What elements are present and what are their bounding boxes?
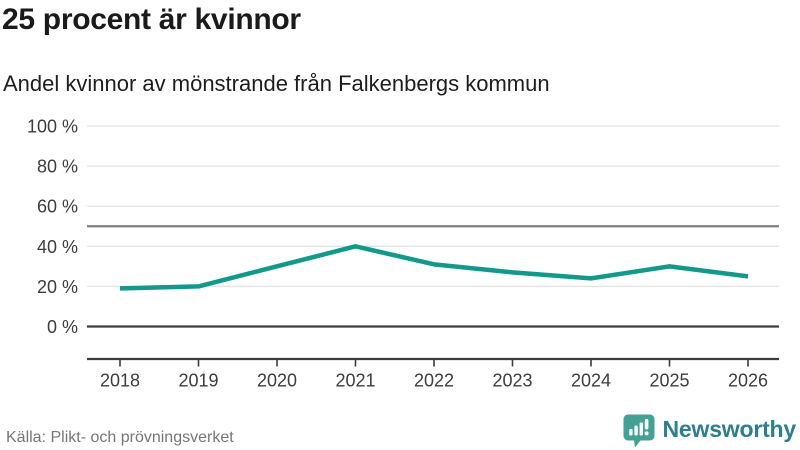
- x-tick-label-2023: 2023: [492, 371, 532, 391]
- y-tick-label-40: 40 %: [37, 237, 78, 257]
- chart-title: 25 procent är kvinnor: [2, 3, 301, 36]
- bar-1-icon: [628, 429, 633, 436]
- bar-3-icon: [639, 422, 643, 436]
- x-tick-label-2025: 2025: [649, 371, 689, 391]
- x-tick-label-2019: 2019: [178, 371, 218, 391]
- newsworthy-icon: [623, 414, 655, 448]
- exclamation-dot-icon: [644, 431, 649, 436]
- y-tick-label-0: 0 %: [47, 317, 78, 337]
- y-tick-label-60: 60 %: [37, 197, 78, 217]
- newsworthy-wordmark: Newsworthy: [662, 416, 797, 442]
- x-tick-label-2020: 2020: [257, 371, 297, 391]
- y-tick-label-20: 20 %: [37, 277, 78, 297]
- y-tick-label-100: 100 %: [27, 117, 78, 137]
- x-tick-label-2026: 2026: [728, 371, 768, 391]
- speech-bubble-shape: [623, 414, 655, 448]
- x-tick-label-2024: 2024: [571, 371, 611, 391]
- y-tick-label-80: 80 %: [37, 157, 78, 177]
- newsworthy-logo: Newsworthy: [622, 413, 796, 449]
- source-note: Källa: Plikt- och prövningsverket: [6, 429, 234, 446]
- x-tick-label-2022: 2022: [414, 371, 454, 391]
- x-tick-label-2021: 2021: [335, 371, 375, 391]
- bar-2-icon: [633, 425, 638, 436]
- x-tick-label-2018: 2018: [100, 371, 140, 391]
- data-line-Andel kvinnor av mönstrande: [119, 244, 749, 291]
- exclamation-bar-icon: [644, 419, 648, 430]
- chart-subtitle: Andel kvinnor av mönstrande från Falkenb…: [3, 71, 550, 96]
